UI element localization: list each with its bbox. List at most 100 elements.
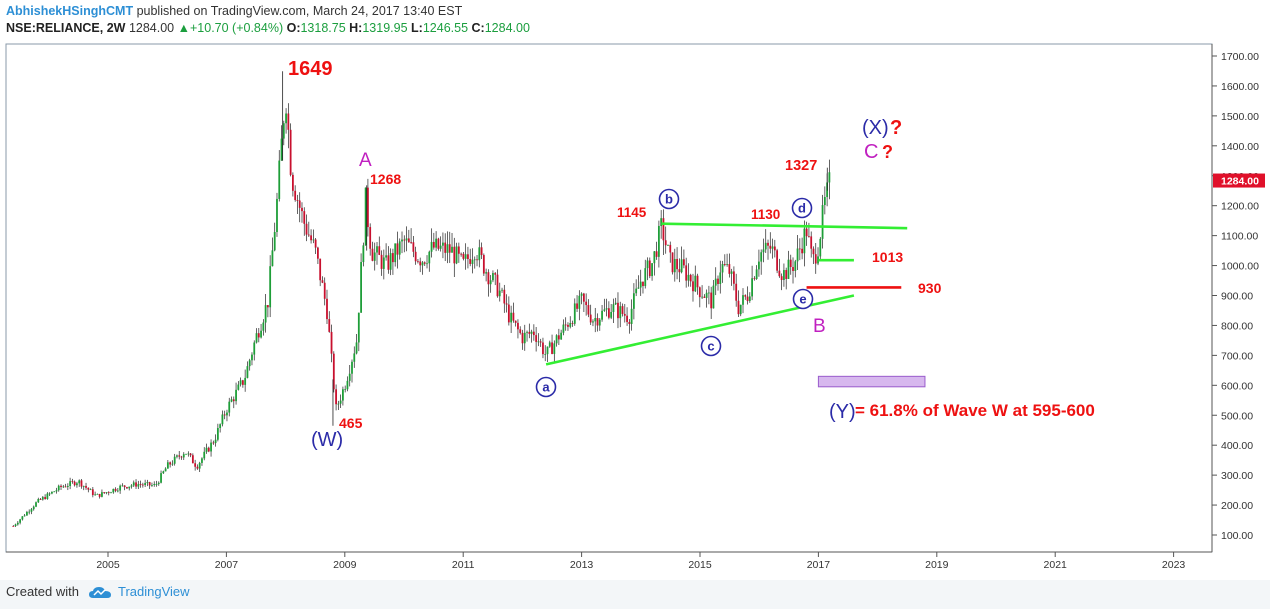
candle	[426, 255, 428, 269]
candle	[762, 238, 765, 263]
candle	[685, 257, 688, 288]
svg-text:a: a	[542, 380, 550, 395]
candle	[764, 229, 767, 253]
candle	[23, 513, 26, 517]
candle	[401, 231, 403, 254]
candle	[87, 487, 90, 493]
candle	[57, 484, 60, 492]
footer: Created with TradingView	[0, 580, 1270, 609]
candle	[469, 248, 472, 267]
candle	[519, 326, 522, 335]
candle	[273, 222, 276, 252]
candle	[28, 509, 31, 515]
candle	[594, 307, 597, 333]
candle	[205, 443, 208, 454]
candle	[551, 334, 553, 355]
candle	[162, 470, 165, 474]
candle	[132, 480, 135, 488]
candle	[378, 236, 381, 256]
candle	[648, 257, 651, 279]
candle	[701, 285, 703, 299]
candle	[673, 248, 676, 282]
price-chart[interactable]: 1700.001600.001500.001400.001300.001200.…	[0, 0, 1270, 580]
candle	[389, 248, 392, 276]
candle	[696, 273, 699, 295]
candle	[367, 178, 369, 237]
candle	[116, 487, 119, 493]
candle	[421, 260, 424, 275]
candle	[141, 482, 144, 488]
candle	[37, 497, 40, 503]
candle	[623, 304, 626, 323]
y-tick-label: 1200.00	[1221, 201, 1259, 213]
candle	[460, 252, 463, 257]
y-tick-label: 800.00	[1221, 320, 1253, 332]
candle	[96, 493, 99, 495]
candle	[771, 238, 774, 259]
time-axis[interactable]: 2005 2007 2009 2011 2013 2015 2017 2019 2021 2023	[6, 551, 1212, 571]
triangle-upper-line[interactable]	[661, 222, 908, 230]
candle	[110, 491, 112, 494]
target-zone-box[interactable]	[817, 375, 926, 388]
tradingview-link[interactable]: TradingView	[118, 584, 190, 599]
candle	[385, 243, 387, 261]
candle	[155, 480, 158, 487]
candle	[287, 103, 290, 149]
candle	[301, 202, 303, 223]
candle	[219, 423, 222, 433]
candle	[153, 481, 156, 487]
candle	[792, 257, 794, 284]
candle	[735, 273, 738, 307]
candle	[55, 487, 58, 494]
candle	[232, 396, 235, 409]
candle	[657, 220, 660, 268]
change-up-icon: ▲	[177, 21, 190, 35]
candle	[380, 250, 383, 276]
candle	[783, 263, 785, 287]
candle	[266, 305, 269, 318]
candle	[464, 243, 467, 270]
candle	[41, 495, 44, 501]
symbol-name[interactable]: NSE:RELIANCE, 2W	[6, 21, 126, 35]
plot-area[interactable]	[5, 43, 1213, 553]
price-axis[interactable]: 1700.001600.001500.001400.001300.001200.…	[1212, 51, 1259, 542]
candle	[678, 258, 681, 283]
candle	[539, 338, 542, 347]
author-link[interactable]: AbhishekHSinghCMT	[6, 4, 134, 18]
candle	[692, 273, 694, 302]
last-price: 1284.00	[128, 21, 175, 35]
candle	[667, 244, 669, 246]
candle	[444, 233, 447, 262]
candle	[130, 484, 133, 489]
label-wave-w: (W)	[311, 429, 343, 451]
candle	[535, 327, 538, 352]
x-tick-label: 2021	[1044, 559, 1068, 571]
candle	[314, 238, 317, 254]
wave-marker-b: b	[658, 188, 680, 210]
y-tick-label: 1600.00	[1221, 81, 1259, 93]
tradingview-cloud-icon	[89, 587, 111, 598]
candle	[487, 269, 490, 297]
candle	[814, 242, 817, 274]
candle	[76, 481, 78, 488]
candle	[821, 194, 824, 249]
candle	[91, 486, 94, 498]
candle	[621, 303, 624, 317]
label-1130: 1130	[751, 207, 780, 222]
candle	[712, 280, 715, 309]
candle	[571, 320, 574, 327]
candle	[407, 229, 410, 243]
candle	[166, 459, 169, 469]
candle	[664, 226, 667, 254]
candle	[298, 192, 301, 223]
candle	[587, 299, 590, 318]
candle	[144, 479, 147, 488]
candle	[362, 242, 365, 267]
candle	[523, 324, 526, 351]
candle	[405, 226, 408, 252]
candle	[396, 231, 399, 269]
candle	[578, 290, 581, 321]
published-text: published on TradingView.com, March 24, …	[133, 4, 463, 18]
candle	[569, 316, 572, 329]
x-tick-label: 2009	[333, 559, 357, 571]
